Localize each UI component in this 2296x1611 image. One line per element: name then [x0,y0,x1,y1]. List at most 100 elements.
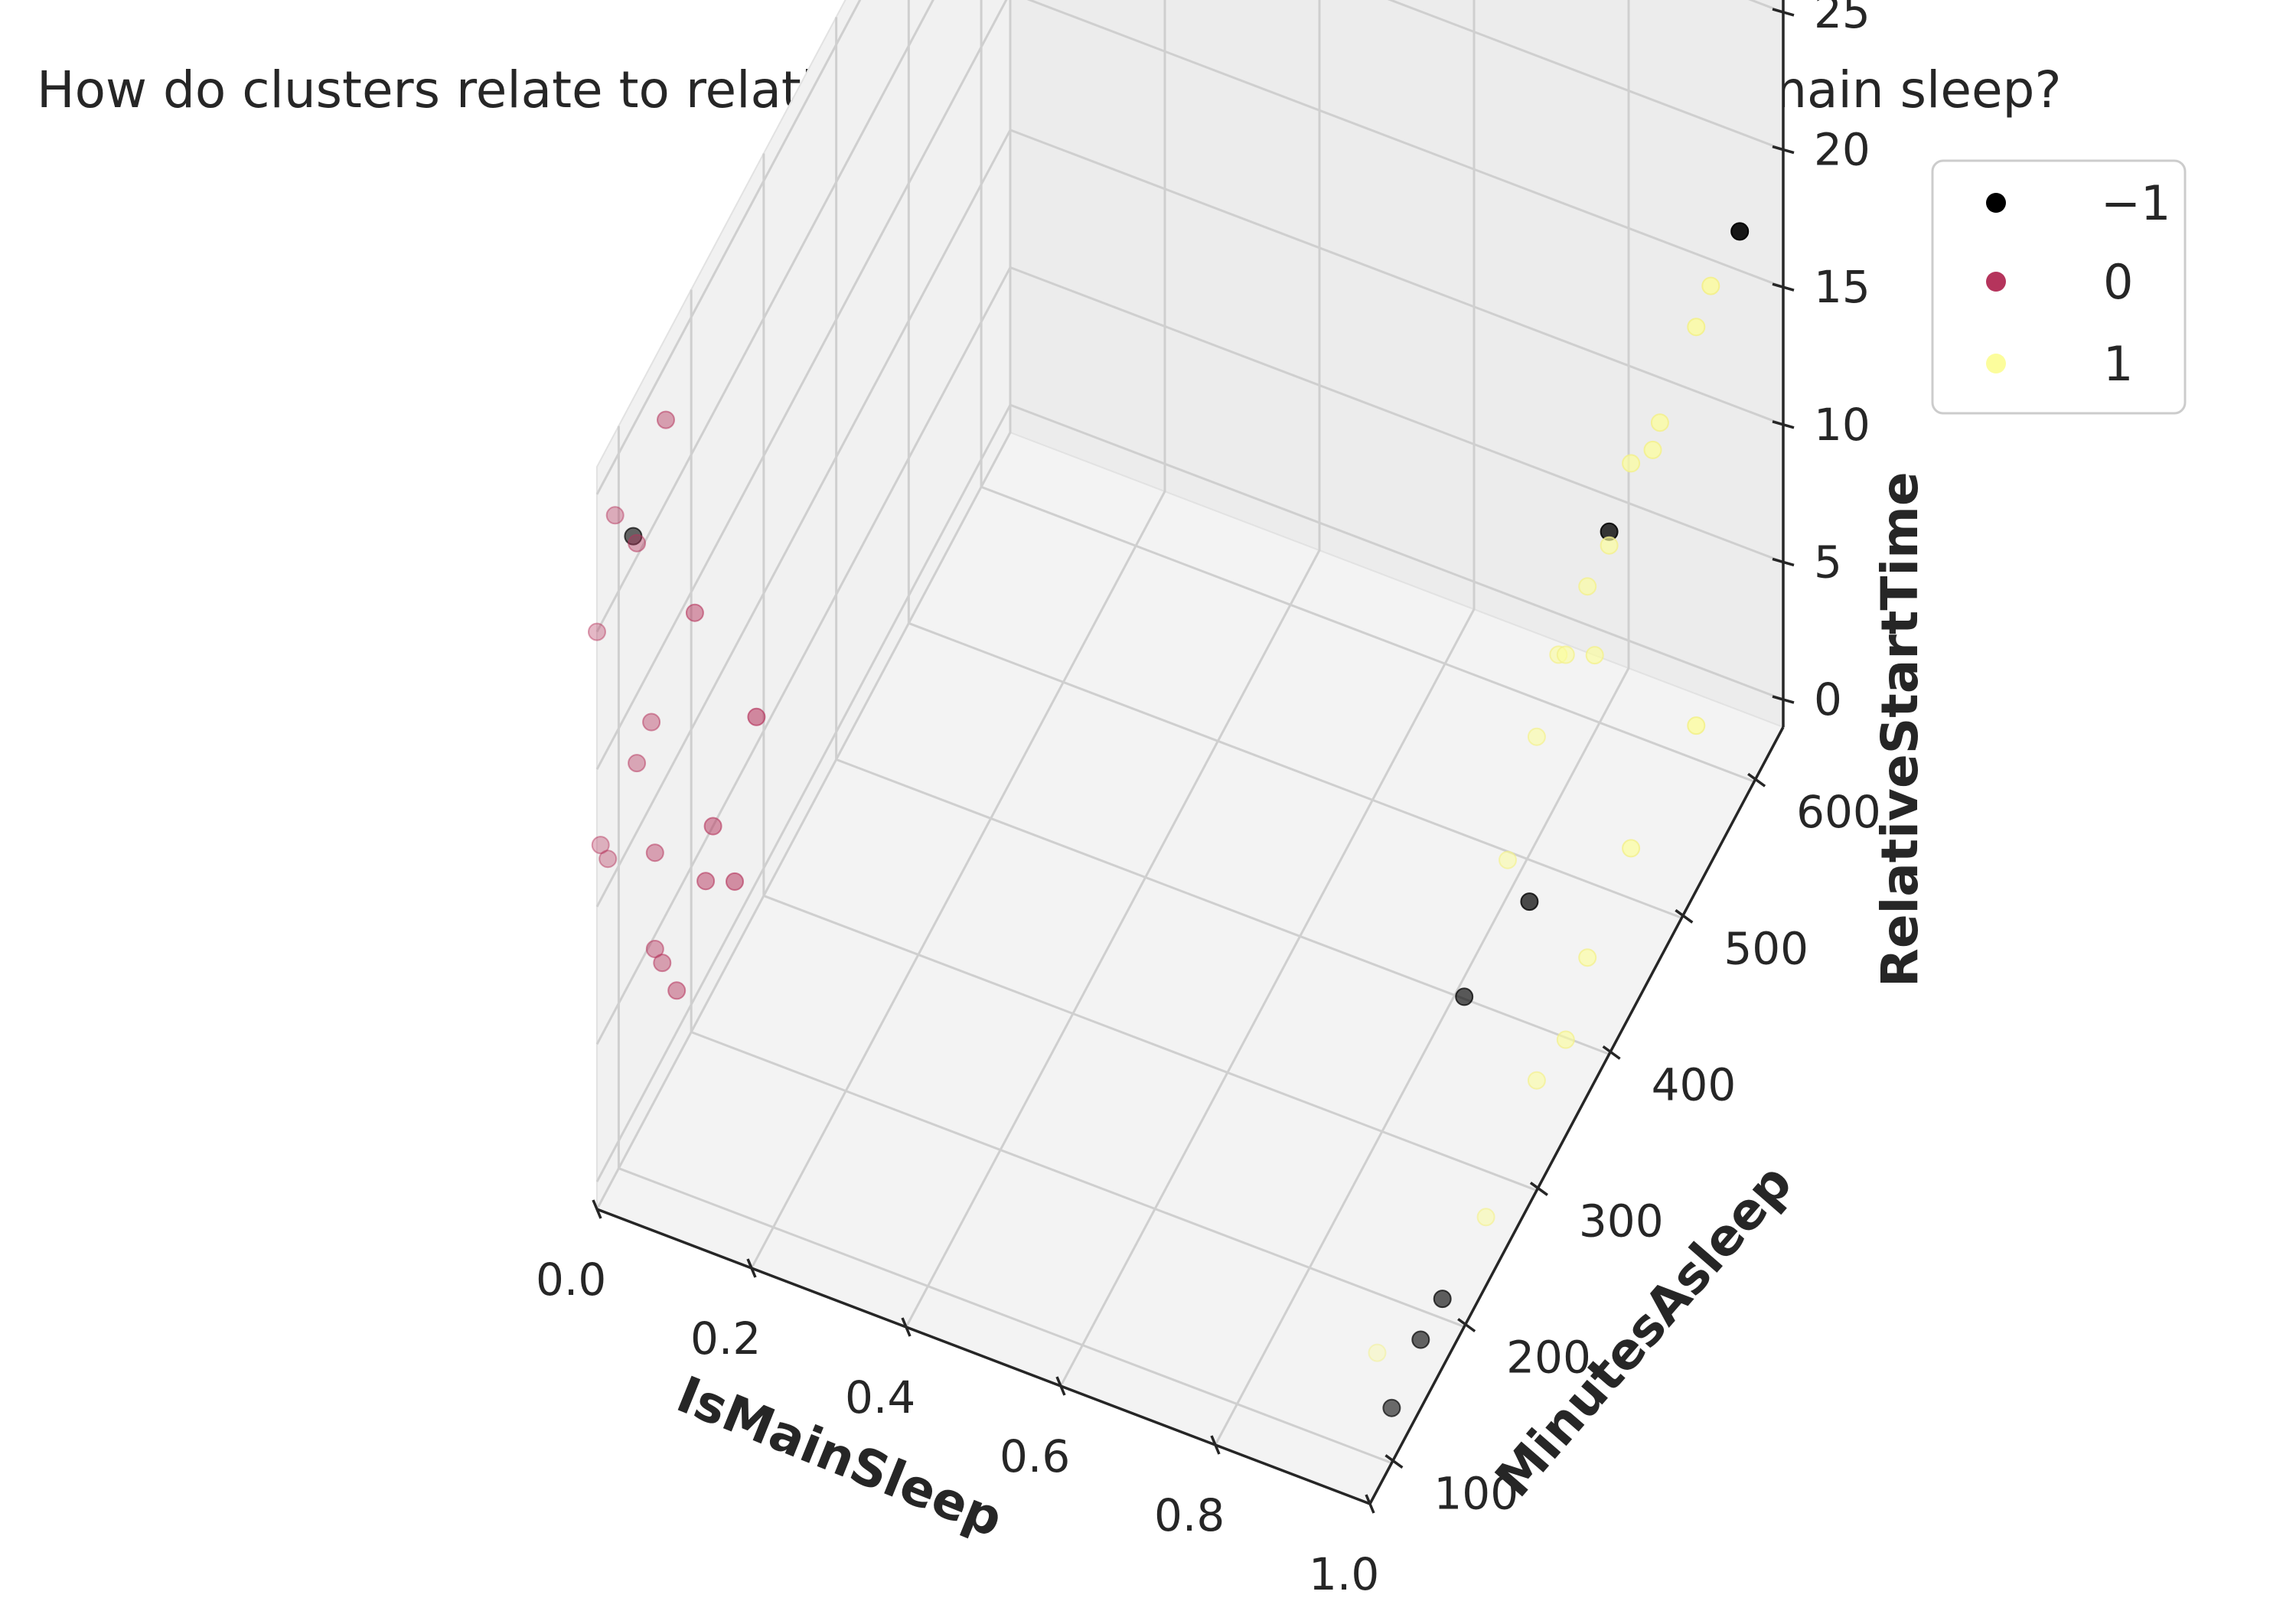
z-tick-label-2: 10 [1814,399,1870,451]
x-tick-label-3: 0.6 [1000,1430,1070,1482]
z-tick-mark-5 [1772,8,1795,17]
data-point-s2-13 [1687,716,1706,735]
data-point-s1-6 [628,754,647,773]
grid-line-y-1 [690,289,1465,1328]
grid-line-y-3 [835,17,1610,1055]
data-point-s2-7 [1643,440,1662,459]
data-point-s2-14 [1622,839,1641,858]
x-tick-label-2: 0.4 [845,1371,915,1423]
z-tick-mark-1 [1772,557,1795,567]
z-tick-mark-0 [1772,695,1795,704]
y-axis-line [1368,726,1785,1505]
grid-line-y-4 [907,0,1682,919]
data-point-s0-5 [1433,1290,1452,1309]
back-pane [1009,0,1784,729]
grid-line-z-2 [595,128,1784,908]
x-tick-label-4: 0.8 [1154,1489,1225,1541]
data-point-s1-11 [703,817,722,836]
data-point-s2-5 [1578,577,1597,596]
data-point-s1-8 [598,850,618,869]
data-point-s1-7 [591,836,610,855]
data-point-s1-10 [747,707,766,726]
grid-line-y-0 [617,426,1392,1464]
y-tick-mark-3 [1602,1045,1621,1060]
data-point-s0-3 [1455,987,1474,1006]
y-tick-mark-5 [1747,772,1766,788]
grid-line-x-2 [905,0,1321,1328]
z-tick-label-5: 25 [1814,0,1870,38]
x-tick-mark-1 [746,1258,757,1278]
data-point-s2-9 [1527,727,1546,746]
tick-labels: 0.0 0.2 0.4 0.6 0.8 1.0 100 200 300 400 500 600 0 5 10… [536,0,1881,1600]
data-point-s0-4 [1520,892,1539,911]
data-point-s2-4 [1600,536,1619,555]
grid-line-x-1 [750,0,1166,1269]
data-point-s1-5 [685,603,704,622]
y-tick-mark-2 [1529,1182,1548,1196]
y-tick-mark-1 [1457,1318,1476,1332]
data-point-s2-1 [1687,318,1706,337]
x-tick-mark-5 [1365,1494,1375,1514]
z-tick-label-0: 0 [1814,673,1842,726]
x-tick-mark-3 [1055,1376,1066,1396]
grid-line-y-5 [980,0,1755,783]
x-tick-mark-4 [1210,1435,1221,1455]
x-axis-label: IsMainSleep [669,1365,1011,1548]
data-point-s2-18 [1476,1208,1495,1227]
data-point-s1-1 [657,410,675,429]
data-point-s2-0 [1701,276,1720,295]
y-tick-label-3: 400 [1652,1058,1737,1110]
data-point-s2-3 [1622,454,1641,473]
z-axis-label: RelativeStartTime [1870,471,1929,987]
z-tick-label-3: 15 [1814,261,1870,313]
data-point-s2-10 [1585,646,1604,665]
legend-marker-neg1 [1986,193,2006,213]
grid-line-y-2 [762,153,1538,1192]
z-tick-mark-3 [1772,282,1795,292]
x-tick-label-1: 0.2 [690,1313,761,1365]
data-point-s1-16 [726,872,744,891]
legend-label-neg1: −1 [2101,175,2170,231]
data-point-s2-16 [1527,1071,1546,1090]
data-point-s1-15 [667,981,687,1000]
data-point-s0-7 [1382,1398,1401,1417]
y-tick-mark-0 [1384,1454,1404,1469]
legend-label-1: 1 [2103,336,2133,392]
grid-line-z-5 [595,0,1784,495]
grid-line-x-0 [595,0,1012,1210]
y-tick-label-4: 500 [1724,922,1808,974]
z-tick-mark-2 [1772,420,1795,429]
z-tick-mark-4 [1772,145,1795,155]
x-axis-line [596,1208,1371,1505]
y-tick-mark-4 [1675,908,1694,924]
data-points [588,222,1750,1417]
data-point-s2-2 [1650,413,1669,432]
axis-panes [595,0,1785,1505]
data-point-s0-6 [1411,1330,1430,1349]
data-point-s1-4 [642,713,661,732]
data-point-s2-8 [1556,645,1575,664]
data-point-s0-1 [1730,222,1750,241]
data-point-s1-12 [696,872,716,891]
grid-line-x-4 [1214,0,1630,1446]
x-tick-mark-2 [901,1317,912,1337]
data-point-s2-15 [1578,948,1597,967]
data-point-s1-14 [653,954,672,973]
x-tick-label-0: 0.0 [536,1254,606,1306]
legend-marker-0 [1986,272,2006,292]
data-point-s1-2 [588,622,606,641]
z-tick-label-1: 5 [1814,536,1842,588]
grid-line-z-4 [595,0,1784,633]
legend-label-0: 0 [2103,254,2133,310]
data-point-s1-0 [605,506,625,525]
y-tick-label-0: 100 [1433,1468,1518,1520]
y-tick-label-1: 200 [1506,1332,1591,1384]
x-tick-mark-0 [592,1199,602,1219]
grid-line-x-3 [1059,0,1476,1387]
data-point-s1-3 [628,533,647,553]
grid-line-z-1 [595,266,1784,1045]
legend: −1 0 1 [1931,159,2187,415]
y-tick-label-5: 600 [1796,786,1881,838]
